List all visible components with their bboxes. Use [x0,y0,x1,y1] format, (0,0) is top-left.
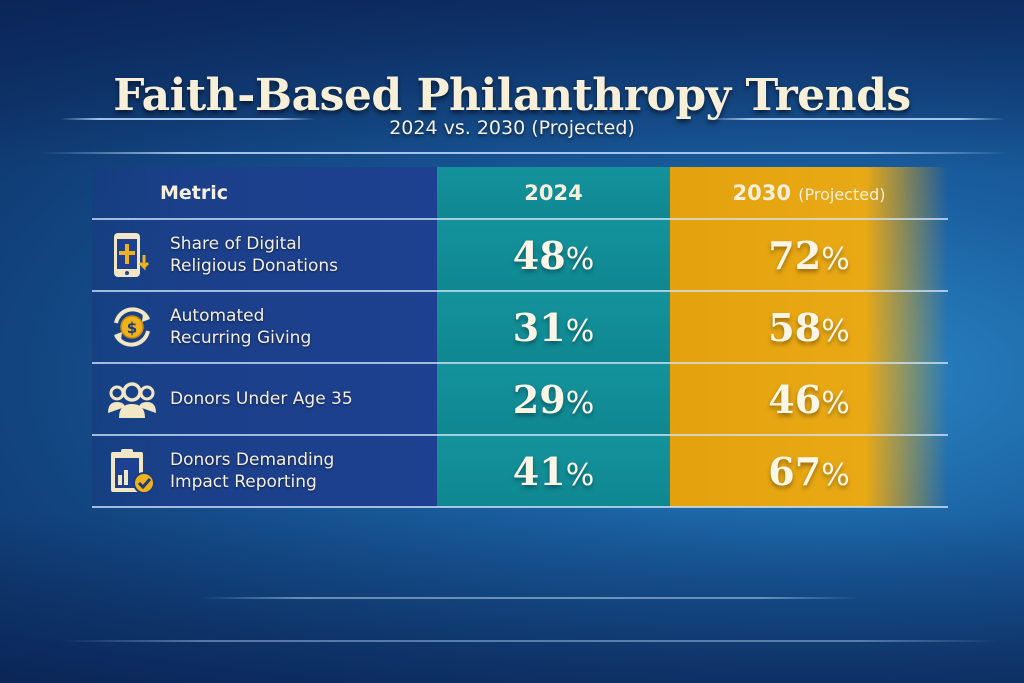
percent-sign: % [565,385,595,421]
chart-title: Faith-Based Philanthropy Trends [113,70,911,121]
value-2030-number: 72 [768,232,822,278]
metric-label-line2: Impact Reporting [170,472,317,492]
table-row: Donors Under Age 35 29% 46% [92,363,948,436]
header-2030-year: 2030 [732,180,791,205]
metric-label-line1: Donors Under Age 35 [170,389,353,409]
table-header-row: Metric 2024 2030 (Projected) [92,167,948,220]
comparison-table: Metric 2024 2030 (Projected) [92,167,948,508]
value-2030: 58% [670,291,948,364]
value-2030-number: 46 [768,376,822,422]
mobile-donation-icon [114,233,150,277]
percent-sign: % [821,313,850,349]
metric-cell: Donors Under Age 35 [92,363,437,436]
young-donors-icon [108,382,156,418]
metric-label-line1: Share of Digital [170,234,302,254]
percent-sign: % [821,241,850,277]
table-row: Share of Digital Religious Donations 48%… [92,219,948,292]
value-2024: 41% [437,435,670,508]
metric-label-line2: Religious Donations [170,256,339,276]
percent-sign: % [821,457,850,493]
value-2030: 72% [670,219,948,292]
metric-cell: Donors Demanding Impact Reporting [92,435,437,508]
value-2024: 48% [437,219,670,292]
metric-cell: Share of Digital Religious Donations [92,219,437,292]
metric-label-line1: Donors Demanding [170,450,335,470]
percent-sign: % [565,241,595,277]
header-2030: 2030 (Projected) [670,167,948,220]
value-2024-number: 41 [512,448,566,494]
percent-sign: % [821,385,850,421]
value-2030: 46% [670,363,948,436]
metric-label-line1: Automated [170,306,265,326]
subtitle-rule-left [60,118,315,120]
value-2024: 31% [437,291,670,364]
decorative-rule-bottom [60,640,1000,642]
header-2024: 2024 [437,167,670,220]
decorative-rule [200,597,860,599]
value-2030: 67% [670,435,948,508]
value-2030-number: 58 [768,304,822,350]
table-row: $ Automated Recurring Giving 31% 58% [92,291,948,364]
svg-text:$: $ [127,319,137,337]
value-2024: 29% [437,363,670,436]
percent-sign: % [565,313,595,349]
percent-sign: % [565,457,595,493]
recurring-dollar-icon: $ [114,307,150,347]
value-2024-number: 29 [512,376,566,422]
value-2024-number: 31 [512,304,566,350]
table-row: Donors Demanding Impact Reporting 41% 67… [92,435,948,508]
metric-cell: $ Automated Recurring Giving [92,291,437,364]
header-rule [40,152,1010,154]
header-metric: Metric [92,167,437,220]
impact-report-icon [111,449,155,494]
metric-label-line2: Recurring Giving [170,328,312,348]
chart-subtitle: 2024 vs. 2030 (Projected) [389,117,635,139]
subtitle-rule-right [705,118,1005,120]
value-2030-number: 67 [768,448,822,494]
header-2030-note: (Projected) [798,184,886,204]
value-2024-number: 48 [512,232,566,278]
